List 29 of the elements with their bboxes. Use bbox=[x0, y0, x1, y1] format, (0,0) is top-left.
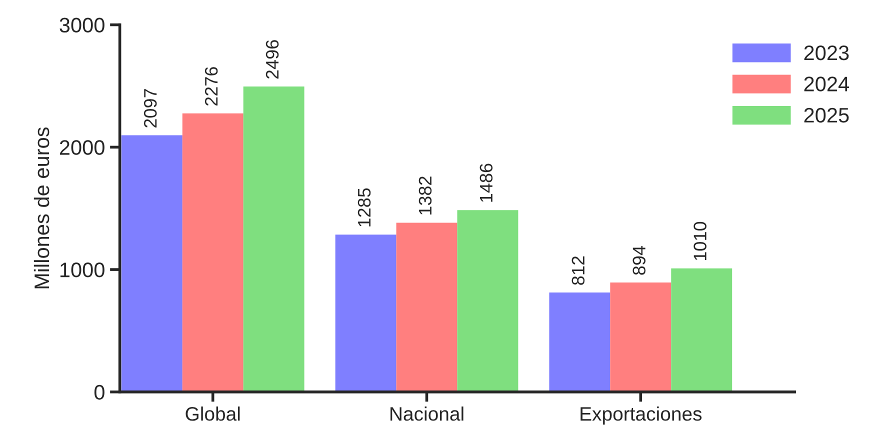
bar bbox=[671, 268, 732, 392]
y-tick-label: 3000 bbox=[60, 18, 104, 33]
y-axis-title: Millones de euros bbox=[34, 127, 50, 288]
data-label: 2097 bbox=[144, 89, 157, 128]
bar bbox=[610, 282, 672, 392]
y-tick-label: 0 bbox=[94, 384, 104, 400]
bar bbox=[182, 113, 244, 392]
data-label: 2496 bbox=[266, 40, 279, 79]
bar bbox=[335, 234, 396, 392]
legend-label: 2023 bbox=[804, 45, 849, 60]
x-tick-label: Exportaciones bbox=[580, 406, 702, 425]
x-tick-label: Global bbox=[186, 406, 240, 421]
data-label: 812 bbox=[572, 256, 585, 285]
x-tick-label: Nacional bbox=[390, 406, 464, 421]
y-tick-label: 1000 bbox=[60, 262, 104, 278]
data-label: 2276 bbox=[204, 67, 218, 106]
data-label: 1382 bbox=[418, 176, 432, 214]
legend-label: 2025 bbox=[804, 108, 849, 123]
y-tick-label: 2000 bbox=[60, 140, 104, 155]
bar bbox=[549, 292, 610, 392]
bar bbox=[457, 210, 518, 392]
data-label: 1486 bbox=[480, 164, 493, 202]
bar bbox=[243, 86, 304, 392]
data-label: 1285 bbox=[358, 188, 371, 226]
bar bbox=[396, 222, 458, 392]
data-label: 894 bbox=[632, 246, 646, 275]
data-label: 1010 bbox=[694, 222, 706, 260]
bar bbox=[121, 135, 182, 392]
legend-label: 2024 bbox=[804, 76, 849, 92]
